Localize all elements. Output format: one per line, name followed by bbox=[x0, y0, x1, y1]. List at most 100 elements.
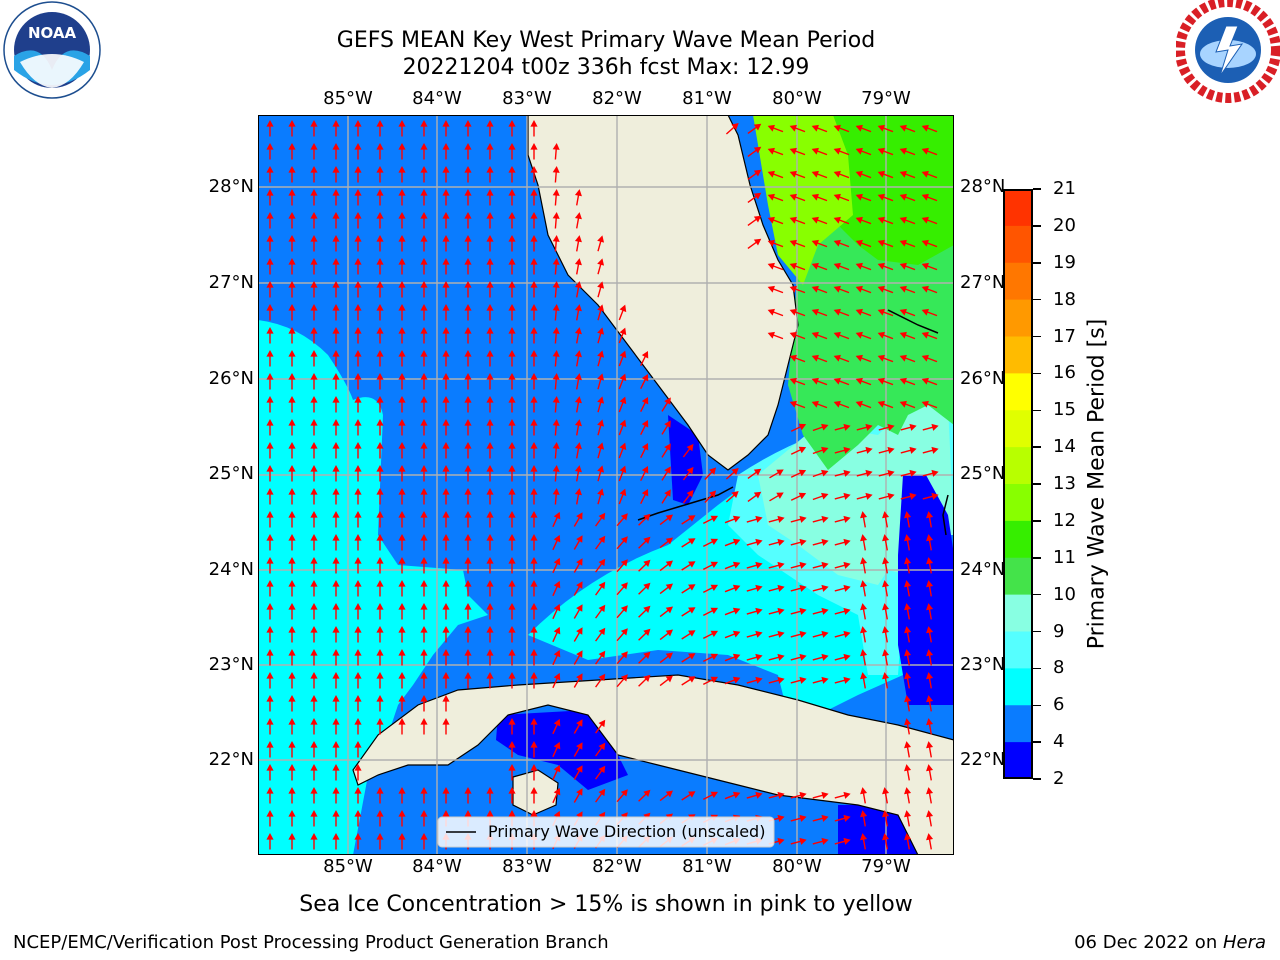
wave-arrow-head bbox=[266, 396, 274, 403]
wave-arrow-head bbox=[574, 373, 582, 381]
wave-arrow-head bbox=[811, 147, 819, 155]
wave-arrow-head bbox=[553, 810, 561, 819]
wave-arrow-head bbox=[266, 442, 274, 449]
wave-arrow-head bbox=[899, 308, 907, 316]
wave-arrow-head bbox=[442, 235, 450, 242]
wave-arrow-head bbox=[530, 442, 538, 449]
wave-arrow-head bbox=[833, 285, 841, 293]
wave-arrow-head bbox=[641, 466, 649, 474]
wave-arrow-head bbox=[442, 695, 450, 702]
wave-arrow-head bbox=[899, 331, 907, 339]
wave-arrow-head bbox=[926, 534, 934, 542]
wave-arrow-head bbox=[597, 235, 605, 243]
wave-arrow-head bbox=[777, 676, 785, 684]
wave-arrow-head bbox=[909, 469, 917, 477]
wave-arrow-head bbox=[310, 373, 318, 380]
wave-arrow-head bbox=[921, 239, 929, 247]
wave-arrow-head bbox=[486, 442, 494, 449]
wave-arrow-head bbox=[799, 584, 807, 592]
colorbar-segment bbox=[1003, 631, 1033, 669]
wave-arrow-head bbox=[420, 166, 428, 173]
wave-arrow-head bbox=[486, 120, 494, 127]
colorbar-segment bbox=[1003, 742, 1033, 780]
wave-arrow-head bbox=[553, 649, 561, 658]
wave-arrow-head bbox=[641, 420, 649, 428]
wave-arrow-head bbox=[288, 718, 296, 725]
lat-label-left: 28°N bbox=[208, 176, 254, 197]
wave-arrow-head bbox=[576, 627, 583, 635]
wave-arrow-head bbox=[354, 557, 362, 564]
wave-arrow-head bbox=[904, 810, 912, 818]
wave-arrow-head bbox=[710, 607, 719, 615]
wave-arrow-head bbox=[354, 373, 362, 380]
wave-arrow-head bbox=[530, 327, 538, 334]
wave-arrow-head bbox=[799, 837, 807, 845]
wave-arrow-head bbox=[552, 189, 560, 196]
wave-arrow-head bbox=[732, 584, 741, 592]
colorbar-segment bbox=[1003, 594, 1033, 632]
wave-arrow-head bbox=[420, 120, 428, 127]
wave-arrow-head bbox=[376, 465, 384, 472]
colorbar-segment bbox=[1003, 299, 1033, 337]
wave-arrow-head bbox=[553, 511, 561, 520]
wave-arrow-head bbox=[530, 258, 538, 265]
wave-arrow-head bbox=[574, 465, 582, 473]
wave-arrow-head bbox=[926, 626, 934, 634]
wave-arrow-head bbox=[464, 327, 472, 334]
wave-arrow-head bbox=[398, 649, 406, 656]
wave-arrow-head bbox=[553, 672, 561, 681]
wave-arrow-head bbox=[755, 607, 763, 615]
wave-arrow-head bbox=[909, 446, 917, 454]
wave-arrow-head bbox=[464, 189, 472, 196]
wave-arrow-head bbox=[332, 810, 340, 817]
wave-arrow-head bbox=[882, 626, 890, 634]
wave-arrow-head bbox=[464, 143, 472, 150]
wave-arrow-head bbox=[420, 672, 428, 679]
wave-arrow-head bbox=[553, 718, 561, 727]
wave-arrow-head bbox=[288, 212, 296, 219]
wave-arrow-head bbox=[354, 212, 362, 219]
wave-arrow-head bbox=[288, 281, 296, 288]
wave-arrow-head bbox=[266, 718, 274, 725]
wave-arrow-head bbox=[552, 143, 560, 150]
wave-arrow-head bbox=[442, 327, 450, 334]
colorbar-tick-mark bbox=[1033, 704, 1041, 706]
wave-arrow-head bbox=[332, 534, 340, 541]
wave-arrow-head bbox=[376, 373, 384, 380]
wave-arrow-head bbox=[574, 189, 582, 197]
wave-arrow-head bbox=[882, 511, 890, 519]
lat-label-left: 25°N bbox=[208, 463, 254, 484]
wave-arrow-head bbox=[508, 741, 516, 748]
wave-arrow-head bbox=[376, 327, 384, 334]
wave-arrow-head bbox=[420, 626, 428, 633]
lon-label-bottom: 83°W bbox=[502, 856, 552, 877]
wave-arrow-head bbox=[288, 143, 296, 150]
wave-arrow-head bbox=[354, 488, 362, 495]
wave-arrow-head bbox=[598, 627, 606, 636]
wave-arrow-head bbox=[798, 469, 807, 477]
wave-arrow-head bbox=[398, 212, 406, 219]
wave-arrow-head bbox=[508, 235, 516, 242]
wave-arrow-head bbox=[665, 652, 674, 660]
wave-arrow-head bbox=[811, 170, 819, 178]
noaa-logo: NOAA bbox=[0, 0, 104, 104]
wave-arrow-head bbox=[767, 216, 775, 224]
wave-arrow-head bbox=[767, 285, 775, 293]
wave-arrow-head bbox=[552, 327, 560, 334]
wave-arrow-head bbox=[266, 143, 274, 150]
wave-arrow-head bbox=[354, 350, 362, 357]
wave-arrow-head bbox=[731, 491, 739, 499]
wave-arrow-head bbox=[464, 626, 472, 633]
wave-arrow-head bbox=[420, 810, 428, 817]
wave-arrow-head bbox=[597, 419, 605, 427]
wave-arrow-head bbox=[821, 469, 829, 477]
wave-arrow-head bbox=[464, 166, 472, 173]
wave-arrow-head bbox=[354, 120, 362, 127]
wave-arrow-head bbox=[843, 469, 851, 477]
footer-host: Hera bbox=[1222, 932, 1266, 953]
wave-arrow-head bbox=[420, 557, 428, 564]
lat-label-right: 26°N bbox=[960, 368, 1006, 389]
wave-arrow-head bbox=[310, 212, 318, 219]
wave-arrow-head bbox=[552, 396, 560, 403]
lat-label-right: 25°N bbox=[960, 463, 1006, 484]
